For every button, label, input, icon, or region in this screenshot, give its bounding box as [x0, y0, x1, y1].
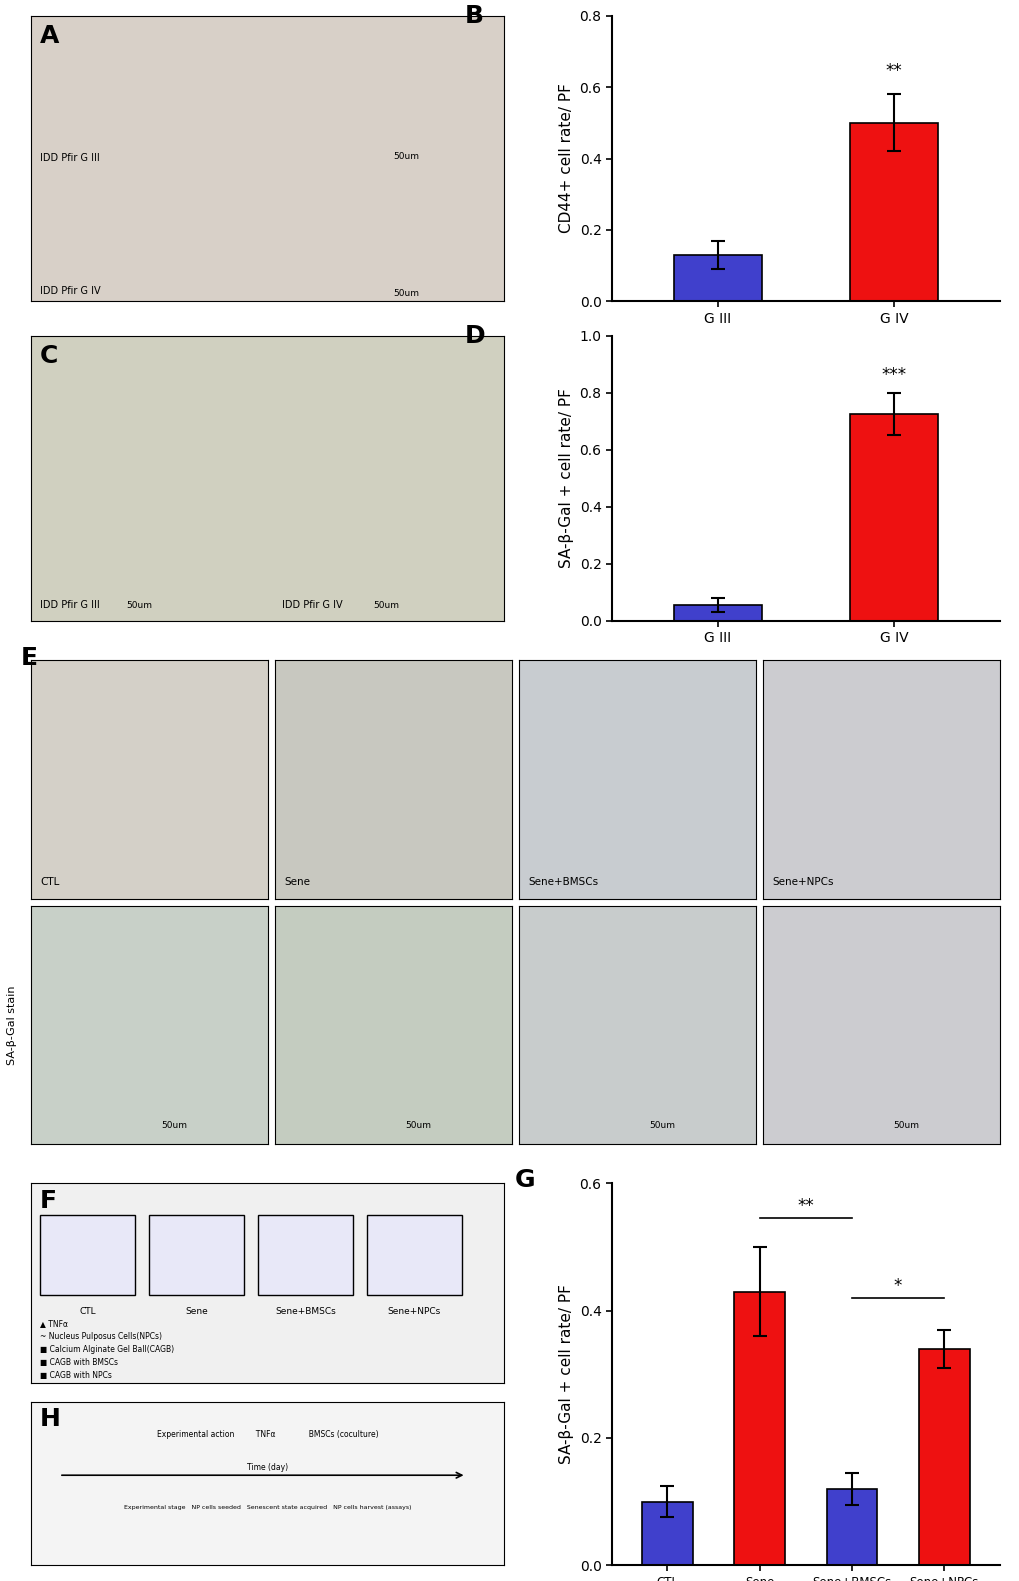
Text: B: B — [465, 5, 483, 28]
Text: ~ Nucleus Pulposus Cells(NPCs): ~ Nucleus Pulposus Cells(NPCs) — [40, 1333, 162, 1341]
Text: IDD Pfir G III: IDD Pfir G III — [40, 153, 100, 163]
Text: 50um: 50um — [405, 1121, 430, 1130]
Text: H: H — [40, 1407, 61, 1431]
Bar — [849, 414, 937, 621]
Text: Experimental action         TNFα              BMSCs (coculture): Experimental action TNFα BMSCs (cocultur… — [157, 1429, 378, 1439]
Text: ■ CAGB with NPCs: ■ CAGB with NPCs — [40, 1371, 112, 1380]
Text: 50um: 50um — [892, 1121, 918, 1130]
Text: Sene: Sene — [284, 877, 310, 887]
Bar — [918, 1349, 969, 1565]
FancyBboxPatch shape — [149, 1216, 244, 1295]
Bar — [673, 606, 761, 621]
Text: IDD Pfir G IV: IDD Pfir G IV — [40, 286, 101, 296]
Bar — [825, 1489, 876, 1565]
Text: Sene+NPCs: Sene+NPCs — [771, 877, 833, 887]
Text: Sene+NPCs: Sene+NPCs — [387, 1307, 440, 1317]
Text: G: G — [515, 1168, 535, 1192]
Text: ***: *** — [880, 367, 906, 384]
Y-axis label: SA-β-Gal + cell rate/ PF: SA-β-Gal + cell rate/ PF — [558, 389, 574, 568]
FancyBboxPatch shape — [40, 1216, 135, 1295]
Text: 50um: 50um — [161, 1121, 186, 1130]
FancyBboxPatch shape — [367, 1216, 462, 1295]
Text: Experimental stage   NP cells seeded   Senescent state acquired   NP cells harve: Experimental stage NP cells seeded Senes… — [123, 1505, 411, 1510]
Text: 50um: 50um — [126, 601, 153, 610]
Text: C: C — [40, 345, 58, 368]
Text: F: F — [40, 1189, 57, 1214]
Bar — [673, 255, 761, 302]
Text: 50um: 50um — [392, 152, 419, 161]
Text: Sene: Sene — [184, 1307, 208, 1317]
Bar — [849, 123, 937, 302]
Y-axis label: SA-β-Gal + cell rate/ PF: SA-β-Gal + cell rate/ PF — [558, 1284, 574, 1464]
Text: ■ CAGB with BMSCs: ■ CAGB with BMSCs — [40, 1358, 118, 1368]
Text: Time (day): Time (day) — [247, 1462, 287, 1472]
Bar — [641, 1502, 692, 1565]
Text: CTL: CTL — [79, 1307, 96, 1317]
Text: SA-β-Gal stain: SA-β-Gal stain — [7, 985, 16, 1064]
Text: ▲ TNFα: ▲ TNFα — [40, 1320, 68, 1328]
Bar — [734, 1292, 785, 1565]
Text: 50um: 50um — [392, 289, 419, 299]
Text: IDD Pfir G IV: IDD Pfir G IV — [281, 599, 342, 610]
Text: A: A — [40, 24, 59, 49]
FancyBboxPatch shape — [258, 1216, 353, 1295]
Text: *: * — [893, 1277, 902, 1295]
Text: CTL: CTL — [40, 877, 59, 887]
Text: IDD Pfir G III: IDD Pfir G III — [40, 599, 100, 610]
Text: D: D — [465, 324, 485, 348]
Text: Sene+BMSCs: Sene+BMSCs — [275, 1307, 335, 1317]
Text: E: E — [21, 647, 38, 670]
Text: 50um: 50um — [648, 1121, 675, 1130]
Text: **: ** — [884, 62, 902, 81]
Y-axis label: CD44+ cell rate/ PF: CD44+ cell rate/ PF — [558, 84, 574, 234]
Text: 50um: 50um — [373, 601, 398, 610]
Text: ■ Calcium Alginate Gel Ball(CAGB): ■ Calcium Alginate Gel Ball(CAGB) — [40, 1345, 174, 1355]
Text: **: ** — [797, 1197, 813, 1216]
Text: Sene+BMSCs: Sene+BMSCs — [528, 877, 598, 887]
